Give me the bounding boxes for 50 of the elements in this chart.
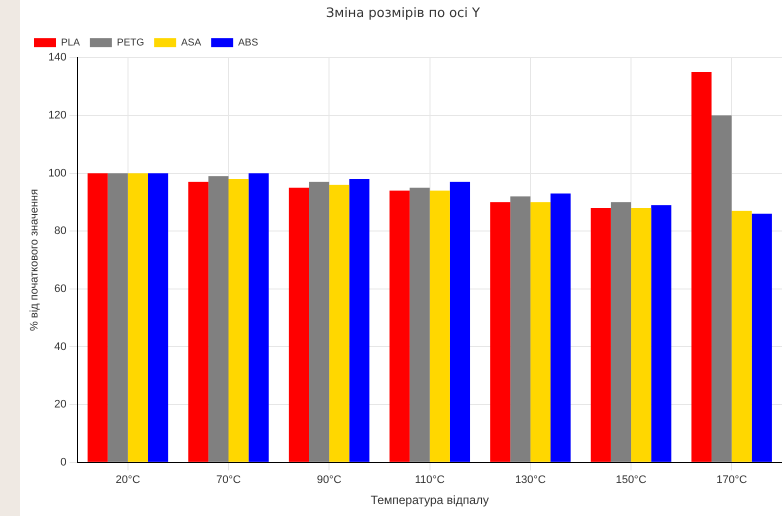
x-tick-label: 170°C bbox=[716, 474, 748, 486]
bar bbox=[510, 196, 530, 462]
bar bbox=[712, 115, 732, 462]
y-tick-label: 40 bbox=[54, 340, 67, 353]
y-tick-label: 100 bbox=[48, 167, 67, 180]
bar bbox=[188, 182, 208, 462]
bar bbox=[590, 208, 611, 462]
bar bbox=[732, 210, 752, 462]
bar bbox=[752, 214, 772, 462]
bar bbox=[88, 173, 108, 462]
legend-label: PLA bbox=[61, 37, 80, 48]
bar bbox=[530, 202, 551, 462]
x-tick-label: 70°C bbox=[216, 474, 241, 486]
bar bbox=[349, 179, 370, 462]
bar bbox=[148, 173, 168, 462]
bar bbox=[228, 179, 249, 462]
y-tick-label: 20 bbox=[54, 398, 67, 411]
y-axis-title: % від початкового значення bbox=[28, 189, 41, 331]
bar bbox=[651, 205, 672, 462]
bar bbox=[410, 188, 430, 462]
y-tick-label: 140 bbox=[48, 52, 67, 64]
x-tick-label: 90°C bbox=[316, 474, 342, 486]
legend-label: ABS bbox=[238, 37, 258, 48]
bar bbox=[691, 72, 712, 462]
chart-title: Зміна розмірів по осі Y bbox=[326, 6, 480, 22]
x-tick-label: 150°C bbox=[616, 474, 646, 486]
bar bbox=[631, 208, 652, 462]
y-tick-label: 0 bbox=[60, 456, 67, 468]
bar bbox=[208, 176, 229, 462]
legend-label: PETG bbox=[116, 37, 144, 48]
y-tick-label: 80 bbox=[54, 225, 67, 238]
bar bbox=[108, 173, 128, 462]
x-tick-label: 20°C bbox=[116, 474, 140, 486]
x-tick-label: 130°C bbox=[515, 474, 546, 486]
y-tick-label: 120 bbox=[48, 109, 67, 122]
y-tick-label: 60 bbox=[54, 282, 67, 295]
bar bbox=[309, 182, 330, 462]
bar bbox=[248, 173, 269, 462]
bar bbox=[329, 184, 350, 462]
bar bbox=[128, 173, 148, 462]
x-axis-title: Температура відпалу bbox=[370, 493, 489, 508]
legend-label: ASA bbox=[181, 37, 202, 48]
bar bbox=[288, 188, 310, 462]
bar bbox=[450, 182, 470, 462]
bar bbox=[390, 190, 410, 462]
bar bbox=[550, 193, 571, 462]
x-tick-label: 110°C bbox=[414, 474, 445, 486]
bar bbox=[430, 190, 450, 462]
bar bbox=[490, 202, 510, 462]
bar bbox=[610, 202, 632, 462]
